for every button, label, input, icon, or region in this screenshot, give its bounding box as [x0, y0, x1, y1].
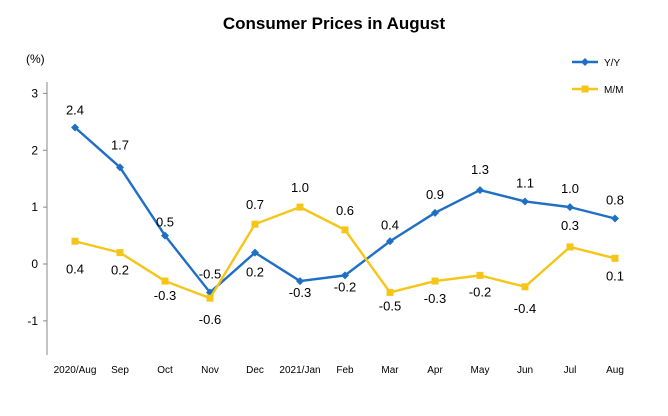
y-tick-label: 1 [31, 200, 38, 214]
data-point [341, 226, 349, 234]
data-label: 0.2 [246, 265, 264, 280]
data-label: 0.1 [606, 268, 624, 283]
x-tick-label: Apr [427, 365, 443, 376]
data-point [206, 294, 214, 302]
x-tick-label: Mar [381, 365, 399, 376]
data-point [521, 283, 529, 291]
x-tick-label: 2021/Jan [279, 365, 320, 376]
x-tick-label: Aug [606, 365, 624, 376]
data-label: 0.7 [246, 197, 264, 212]
legend-label: Y/Y [604, 58, 620, 69]
data-label: -0.3 [424, 291, 446, 306]
x-tick-label: Jun [517, 365, 533, 376]
data-label: -0.6 [199, 312, 221, 327]
y-tick-label: 3 [31, 86, 38, 100]
data-point [476, 186, 484, 195]
x-tick-label: Oct [157, 365, 173, 376]
data-label: -0.4 [514, 301, 536, 316]
data-label: 0.2 [111, 263, 129, 278]
data-point [71, 237, 79, 245]
data-label: -0.2 [469, 284, 491, 299]
legend-marker [581, 85, 589, 93]
data-point [71, 123, 79, 132]
data-point [566, 203, 574, 212]
chart-title: Consumer Prices in August [222, 14, 446, 33]
data-point [161, 231, 169, 240]
data-label: 1.3 [471, 162, 489, 177]
data-point [431, 208, 439, 217]
data-label: -0.2 [334, 279, 356, 294]
y-axis-unit-label: (%) [26, 52, 45, 66]
data-point [386, 237, 394, 246]
data-point [161, 277, 169, 285]
y-tick-label: 2 [31, 143, 38, 157]
data-point [251, 248, 259, 257]
data-point [521, 197, 529, 206]
data-label: 0.3 [561, 218, 579, 233]
data-label: 0.8 [606, 193, 624, 208]
data-point [116, 163, 124, 172]
data-point [296, 203, 304, 211]
x-tick-label: Dec [246, 365, 264, 376]
data-label: 0.5 [156, 215, 174, 230]
data-point [251, 220, 259, 228]
data-label: -0.5 [199, 266, 221, 281]
data-label: 1.7 [111, 137, 129, 152]
data-label: -0.3 [154, 288, 176, 303]
y-tick-label: 0 [31, 257, 38, 271]
legend-marker [581, 58, 589, 66]
data-point [476, 271, 484, 279]
data-point [116, 249, 124, 257]
x-tick-label: Jul [564, 365, 577, 376]
x-tick-label: 2020/Aug [54, 365, 97, 376]
data-label: 0.4 [66, 261, 84, 276]
data-label: 0.9 [426, 187, 444, 202]
data-point [566, 243, 574, 251]
data-point [386, 288, 394, 296]
data-label: 1.0 [291, 180, 309, 195]
x-tick-label: Sep [111, 365, 129, 376]
data-point [296, 277, 304, 286]
x-tick-label: May [471, 365, 490, 376]
data-label: 0.4 [381, 217, 399, 232]
data-label: 1.0 [561, 181, 579, 196]
legend-label: M/M [604, 85, 623, 96]
data-label: 0.6 [336, 203, 354, 218]
x-tick-label: Feb [336, 365, 354, 376]
data-label: -0.5 [379, 298, 401, 313]
data-label: -0.3 [289, 285, 311, 300]
data-label: 1.1 [516, 175, 534, 190]
data-label: 2.4 [66, 103, 84, 118]
data-point [611, 214, 619, 223]
x-tick-label: Nov [201, 365, 219, 376]
data-point [431, 277, 439, 285]
data-point [611, 254, 619, 262]
data-point [341, 271, 349, 280]
y-tick-label: -1 [27, 314, 38, 328]
